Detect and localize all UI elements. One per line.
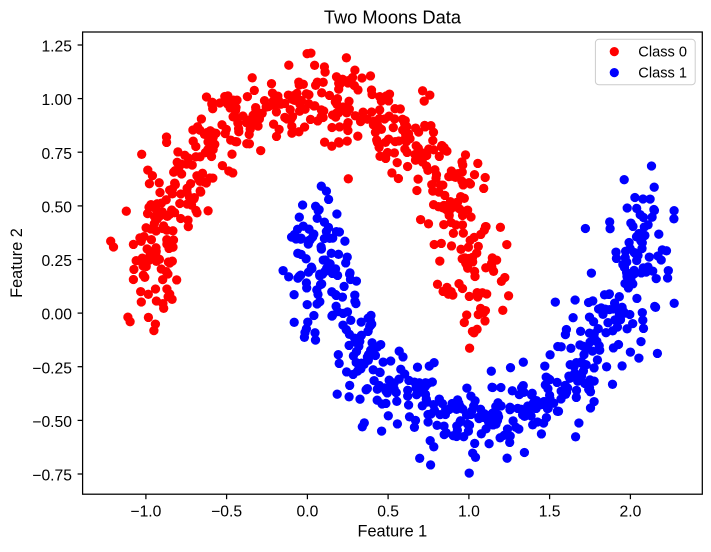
svg-text:0.0: 0.0	[296, 504, 318, 521]
svg-text:1.5: 1.5	[539, 504, 561, 521]
svg-text:−0.5: −0.5	[211, 504, 242, 521]
svg-text:0.00: 0.00	[41, 307, 72, 324]
svg-text:Class 1: Class 1	[638, 66, 687, 82]
svg-text:1.00: 1.00	[41, 92, 72, 109]
svg-text:Feature 1: Feature 1	[358, 522, 428, 540]
svg-text:−0.50: −0.50	[32, 414, 72, 431]
svg-text:0.25: 0.25	[41, 253, 72, 270]
svg-text:−0.25: −0.25	[32, 360, 72, 377]
svg-text:−0.75: −0.75	[32, 468, 72, 485]
svg-text:Two Moons Data: Two Moons Data	[324, 7, 462, 28]
svg-text:0.5: 0.5	[377, 504, 399, 521]
svg-text:−1.0: −1.0	[130, 504, 161, 521]
svg-text:Class 0: Class 0	[638, 45, 687, 61]
svg-text:1.25: 1.25	[41, 39, 72, 56]
svg-text:Feature 2: Feature 2	[8, 228, 26, 298]
svg-text:0.75: 0.75	[41, 146, 72, 163]
svg-text:1.0: 1.0	[458, 504, 480, 521]
svg-text:0.50: 0.50	[41, 200, 72, 217]
svg-text:2.0: 2.0	[619, 504, 641, 521]
